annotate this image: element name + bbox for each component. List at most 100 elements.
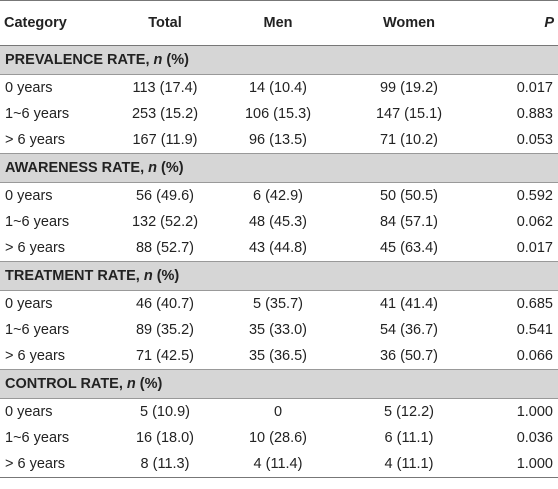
category-cell: > 6 years: [5, 132, 66, 148]
category-cell: 0 years: [5, 296, 53, 312]
men-cell: 35 (36.5): [248, 348, 308, 364]
total-cell: 89 (35.2): [135, 322, 195, 338]
header-men: Men: [220, 0, 336, 46]
category-cell: 1~6 years: [5, 430, 70, 446]
table-row: 0 years 113 (17.4) 14 (10.4) 99 (19.2) 0.017: [0, 75, 558, 102]
category-cell: > 6 years: [5, 348, 66, 364]
men-cell: 35 (33.0): [248, 322, 308, 338]
section-title: PREVALENCE RATE, n (%): [0, 45, 558, 75]
data-table: Category Total Men Women P PREVALENCE RA…: [0, 0, 558, 478]
total-cell: 46 (40.7): [135, 296, 195, 312]
total-cell: 167 (11.9): [132, 132, 198, 148]
category-cell: 0 years: [5, 404, 53, 420]
women-cell: 84 (57.1): [379, 214, 439, 230]
women-cell: 50 (50.5): [379, 188, 439, 204]
section-title-n: n: [126, 376, 136, 392]
p-value-cell: 0.685: [516, 296, 553, 312]
section-header-row: AWARENESS RATE, n (%): [0, 153, 558, 183]
category-cell: 0 years: [5, 188, 53, 204]
total-cell: 56 (49.6): [135, 188, 195, 204]
table-row: > 6 years 8 (11.3) 4 (11.4) 4 (11.1) 1.000: [0, 451, 558, 478]
women-cell: 41 (41.4): [379, 296, 439, 312]
header-total: Total: [110, 0, 220, 46]
total-cell: 253 (15.2): [131, 106, 199, 122]
section-title-main: PREVALENCE RATE,: [5, 52, 154, 68]
header-p-label: P: [544, 15, 554, 31]
p-value-cell: 0.541: [516, 322, 553, 338]
table-row: 1~6 years 89 (35.2) 35 (33.0) 54 (36.7) 0.54…: [0, 317, 558, 343]
table-row: 0 years 5 (10.9) 0 5 (12.2) 1.000: [0, 399, 558, 426]
section-title-rest: (%): [162, 52, 189, 68]
table-body: PREVALENCE RATE, n (%) 0 years 113 (17.4) 1…: [0, 45, 558, 478]
section-title-n: n: [148, 160, 157, 176]
section-title-n: n: [143, 268, 153, 284]
p-value-cell: 0.066: [516, 348, 553, 364]
section-title-main: AWARENESS RATE,: [5, 160, 149, 176]
p-value-cell: 0.883: [516, 106, 553, 122]
men-cell: 48 (45.3): [248, 214, 308, 230]
p-value-cell: 0.592: [516, 188, 553, 204]
total-cell: 113 (17.4): [132, 80, 198, 96]
section-title: CONTROL RATE, n (%): [0, 369, 558, 399]
table-row: 1~6 years 253 (15.2) 106 (15.3) 147 (15.1) 0…: [0, 101, 558, 127]
women-cell: 4 (11.1): [336, 451, 482, 478]
p-value-cell: 0.062: [516, 214, 553, 230]
women-cell: 5 (12.2): [384, 404, 434, 420]
section-title-rest: (%): [135, 376, 163, 392]
section-title-main: TREATMENT RATE,: [5, 268, 144, 284]
table-header: Category Total Men Women P: [0, 0, 558, 46]
section-header-row: PREVALENCE RATE, n (%): [0, 45, 558, 75]
section-header-row: TREATMENT RATE, n (%): [0, 261, 558, 291]
header-p: P: [482, 0, 558, 46]
total-cell: 71 (42.5): [135, 348, 195, 364]
women-cell: 71 (10.2): [379, 132, 439, 148]
men-cell: 6 (42.9): [253, 188, 303, 204]
section-title-rest: (%): [152, 268, 180, 284]
table-row: 1~6 years 16 (18.0) 10 (28.6) 6 (11.1) 0.036: [0, 425, 558, 451]
total-cell: 5 (10.9): [140, 404, 190, 420]
table-row: 0 years 46 (40.7) 5 (35.7) 41 (41.4) 0.685: [0, 291, 558, 318]
total-cell: 16 (18.0): [135, 430, 195, 446]
men-cell: 106 (15.3): [244, 106, 312, 122]
section-title-n: n: [153, 52, 163, 68]
total-cell: 8 (11.3): [110, 451, 220, 478]
category-cell: > 6 years: [5, 240, 66, 256]
p-value-cell: 0.053: [516, 132, 553, 148]
table-row: 0 years 56 (49.6) 6 (42.9) 50 (50.5) 0.592: [0, 183, 558, 210]
men-cell: 43 (44.8): [248, 240, 308, 256]
men-cell: 5 (35.7): [253, 296, 303, 312]
category-cell: 1~6 years: [5, 106, 70, 122]
category-cell: > 6 years: [0, 451, 110, 478]
table-row: > 6 years 88 (52.7) 43 (44.8) 45 (63.4) 0.01…: [0, 235, 558, 262]
women-cell: 147 (15.1): [375, 106, 443, 122]
section-title-rest: (%): [157, 160, 184, 176]
men-cell: 96 (13.5): [248, 132, 308, 148]
total-cell: 132 (52.2): [131, 214, 199, 230]
section-title: TREATMENT RATE, n (%): [0, 261, 558, 291]
women-cell: 45 (63.4): [379, 240, 439, 256]
women-cell: 36 (50.7): [379, 348, 439, 364]
category-cell: 1~6 years: [5, 214, 70, 230]
men-cell: 14 (10.4): [248, 80, 308, 96]
women-cell: 6 (11.1): [384, 430, 434, 446]
table-row: > 6 years 167 (11.9) 96 (13.5) 71 (10.2) 0.0…: [0, 127, 558, 154]
men-cell: 10 (28.6): [248, 430, 308, 446]
p-value-cell: 0.017: [516, 80, 553, 96]
women-cell: 54 (36.7): [379, 322, 439, 338]
men-cell: 0: [273, 404, 283, 420]
table-row: > 6 years 71 (42.5) 35 (36.5) 36 (50.7) 0.06…: [0, 343, 558, 370]
men-cell: 4 (11.4): [220, 451, 336, 478]
category-cell: 1~6 years: [5, 322, 70, 338]
category-cell: 0 years: [5, 80, 53, 96]
p-value-cell: 1.000: [482, 451, 558, 478]
p-value-cell: 1.000: [516, 404, 553, 420]
p-value-cell: 0.036: [516, 430, 553, 446]
section-title-main: CONTROL RATE,: [5, 376, 127, 392]
section-header-row: CONTROL RATE, n (%): [0, 369, 558, 399]
header-category: Category: [0, 0, 110, 46]
table-row: 1~6 years 132 (52.2) 48 (45.3) 84 (57.1) 0.0…: [0, 209, 558, 235]
section-title: AWARENESS RATE, n (%): [0, 153, 558, 183]
header-row: Category Total Men Women P: [0, 0, 558, 46]
women-cell: 99 (19.2): [379, 80, 439, 96]
header-women: Women: [336, 0, 482, 46]
